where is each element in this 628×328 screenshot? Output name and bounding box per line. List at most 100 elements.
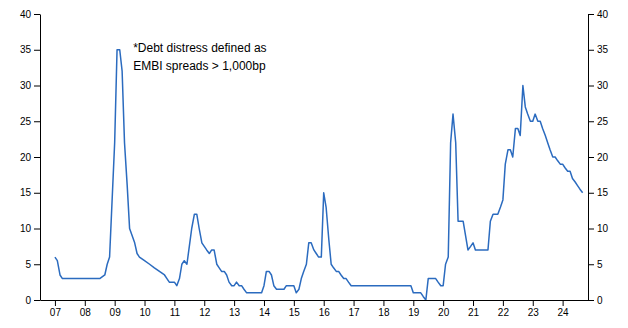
tick-mark bbox=[85, 300, 86, 306]
tick-mark bbox=[34, 229, 40, 230]
tick-mark bbox=[588, 300, 594, 301]
tick: 14 bbox=[259, 300, 271, 318]
tick-label: 0 bbox=[25, 295, 31, 306]
tick: 5 bbox=[25, 259, 40, 270]
tick-mark bbox=[588, 50, 594, 51]
tick-label: 15 bbox=[597, 187, 609, 198]
annotation-line: EMBI spreads > 1,000bp bbox=[133, 58, 266, 72]
tick-label: 25 bbox=[597, 116, 609, 127]
tick: 13 bbox=[229, 300, 241, 318]
tick-label: 0 bbox=[597, 295, 603, 306]
tick: 35 bbox=[20, 44, 40, 55]
tick-mark bbox=[34, 14, 40, 15]
tick: 08 bbox=[80, 300, 92, 318]
plot: 07 08 09 10 11 12 13 14 15 16 17 18 19 20 21 22 23 24 0 5 10… bbox=[20, 9, 609, 318]
tick-mark bbox=[443, 300, 444, 306]
tick: 07 bbox=[50, 300, 62, 318]
tick-mark bbox=[413, 300, 414, 306]
tick: 17 bbox=[349, 300, 361, 318]
tick-label: 10 bbox=[20, 223, 32, 234]
tick-label: 30 bbox=[597, 80, 609, 91]
tick-label: 18 bbox=[378, 307, 390, 318]
tick-mark bbox=[588, 229, 594, 230]
tick-mark bbox=[533, 300, 534, 306]
tick-mark bbox=[473, 300, 474, 306]
tick-mark bbox=[174, 300, 175, 306]
line bbox=[55, 50, 583, 300]
tick-mark bbox=[34, 86, 40, 87]
tick: 30 bbox=[20, 80, 40, 91]
tick-mark bbox=[588, 86, 594, 87]
tick-label: 23 bbox=[528, 307, 540, 318]
tick-mark bbox=[588, 157, 594, 158]
axis-line bbox=[40, 15, 41, 301]
tick-label: 24 bbox=[558, 307, 570, 318]
tick: 22 bbox=[498, 300, 510, 318]
tick-mark bbox=[34, 264, 40, 265]
tick: 5 bbox=[588, 259, 603, 270]
tick: 18 bbox=[378, 300, 390, 318]
tick-mark bbox=[383, 300, 384, 306]
tick: 15 bbox=[588, 187, 609, 198]
tick-label: 20 bbox=[597, 152, 609, 163]
tick: 20 bbox=[588, 152, 609, 163]
tick-label: 12 bbox=[199, 307, 211, 318]
annotation: *Debt distress defined asEMBI spreads > … bbox=[133, 40, 266, 72]
tick: 16 bbox=[319, 300, 331, 318]
tick-label: 25 bbox=[20, 116, 32, 127]
tick-label: 35 bbox=[597, 44, 609, 55]
tick: 12 bbox=[199, 300, 211, 318]
tick-mark bbox=[324, 300, 325, 306]
tick: 10 bbox=[588, 223, 609, 234]
tick-mark bbox=[264, 300, 265, 306]
y2-axis: 0 5 10 15 20 25 30 35 40 bbox=[588, 9, 609, 306]
tick-mark bbox=[588, 193, 594, 194]
tick: 35 bbox=[588, 44, 609, 55]
tick-label: 19 bbox=[408, 307, 420, 318]
tick: 21 bbox=[468, 300, 480, 318]
tick-label: 09 bbox=[110, 307, 122, 318]
tick-mark bbox=[234, 300, 235, 306]
x-axis: 07 08 09 10 11 12 13 14 15 16 17 18 19 20 21 22 23 24 bbox=[41, 300, 589, 318]
tick-mark bbox=[34, 193, 40, 194]
tick-label: 35 bbox=[20, 44, 32, 55]
tick-label: 08 bbox=[80, 307, 92, 318]
tick: 0 bbox=[25, 295, 40, 306]
tick-mark bbox=[563, 300, 564, 306]
tick-label: 11 bbox=[170, 307, 181, 318]
tick-label: 40 bbox=[597, 9, 609, 20]
tick: 25 bbox=[588, 116, 609, 127]
tick: 10 bbox=[20, 223, 40, 234]
axis-line bbox=[41, 300, 589, 301]
chart: 07 08 09 10 11 12 13 14 15 16 17 18 19 20 21 22 23 24 0 5 10… bbox=[0, 0, 628, 328]
tick-mark bbox=[588, 121, 594, 122]
tick-label: 40 bbox=[20, 9, 32, 20]
tick: 40 bbox=[588, 9, 609, 20]
tick: 20 bbox=[20, 152, 40, 163]
tick-mark bbox=[34, 157, 40, 158]
tick-label: 17 bbox=[349, 307, 361, 318]
tick: 15 bbox=[20, 187, 40, 198]
tick: 40 bbox=[20, 9, 40, 20]
marks bbox=[55, 50, 583, 300]
tick: 25 bbox=[20, 116, 40, 127]
tick-label: 10 bbox=[597, 223, 609, 234]
tick: 0 bbox=[588, 295, 603, 306]
tick: 15 bbox=[289, 300, 301, 318]
tick-label: 21 bbox=[468, 307, 480, 318]
tick: 24 bbox=[558, 300, 570, 318]
tick-mark bbox=[204, 300, 205, 306]
tick-mark bbox=[503, 300, 504, 306]
tick-mark bbox=[588, 264, 594, 265]
tick-mark bbox=[588, 14, 594, 15]
tick-mark bbox=[354, 300, 355, 306]
tick: 11 bbox=[170, 300, 181, 318]
tick: 20 bbox=[438, 300, 450, 318]
tick-mark bbox=[145, 300, 146, 306]
tick-label: 14 bbox=[259, 307, 271, 318]
tick-mark bbox=[34, 300, 40, 301]
tick-mark bbox=[294, 300, 295, 306]
tick: 09 bbox=[110, 300, 122, 318]
tick: 10 bbox=[139, 300, 151, 318]
tick: 30 bbox=[588, 80, 609, 91]
